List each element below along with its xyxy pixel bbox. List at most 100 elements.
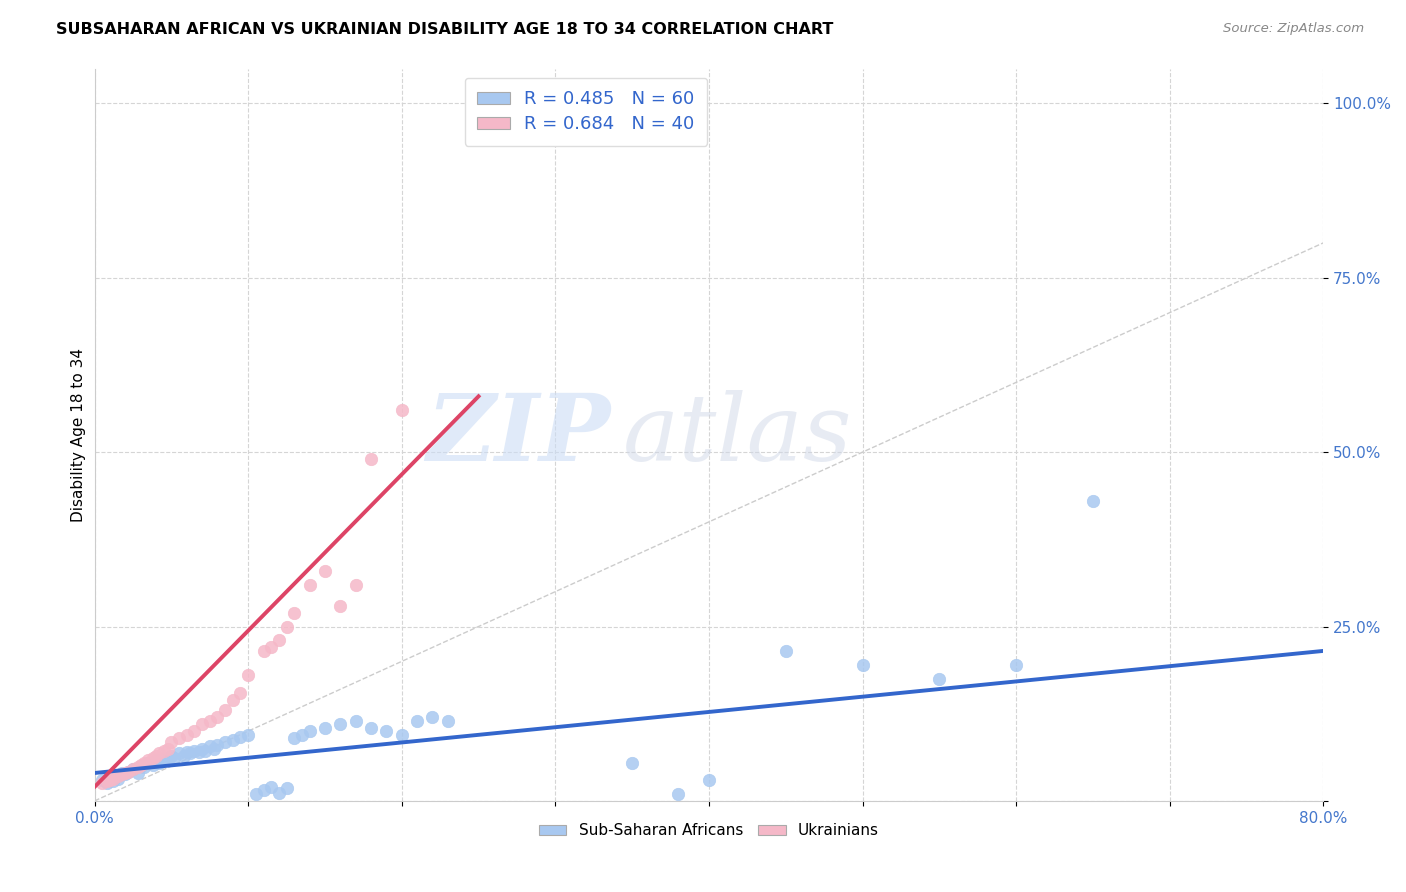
Point: [91, 776, 114, 790]
Point: [437, 714, 460, 728]
Point: [142, 757, 165, 772]
Text: Source: ZipAtlas.com: Source: ZipAtlas.com: [1223, 22, 1364, 36]
Point: [152, 744, 174, 758]
Point: [111, 766, 134, 780]
Point: [214, 703, 236, 717]
Point: [928, 672, 950, 686]
Point: [198, 714, 221, 728]
Point: [136, 753, 159, 767]
Point: [252, 783, 274, 797]
Point: [252, 644, 274, 658]
Text: ZIP: ZIP: [426, 390, 610, 480]
Point: [222, 692, 245, 706]
Point: [198, 739, 221, 754]
Point: [107, 772, 129, 786]
Point: [98, 769, 121, 783]
Point: [191, 717, 214, 731]
Point: [202, 741, 225, 756]
Point: [214, 734, 236, 748]
Point: [157, 753, 180, 767]
Point: [267, 785, 290, 799]
Point: [775, 644, 797, 658]
Point: [329, 599, 352, 613]
Point: [148, 747, 170, 761]
Point: [391, 728, 413, 742]
Point: [298, 724, 321, 739]
Point: [114, 766, 136, 780]
Point: [132, 756, 155, 770]
Point: [391, 403, 413, 417]
Point: [314, 564, 336, 578]
Point: [276, 781, 298, 796]
Point: [360, 452, 382, 467]
Point: [329, 717, 352, 731]
Point: [207, 738, 229, 752]
Point: [129, 759, 152, 773]
Point: [697, 772, 720, 787]
Point: [276, 619, 298, 633]
Point: [194, 744, 217, 758]
Point: [344, 577, 367, 591]
Point: [167, 731, 190, 745]
Point: [127, 766, 149, 780]
Point: [344, 714, 367, 728]
Point: [132, 760, 155, 774]
Point: [117, 764, 139, 779]
Point: [101, 774, 124, 789]
Point: [283, 731, 305, 745]
Point: [621, 756, 644, 770]
Point: [183, 744, 205, 758]
Point: [96, 774, 118, 789]
Point: [173, 748, 195, 763]
Point: [183, 724, 205, 739]
Point: [122, 763, 145, 777]
Point: [167, 747, 190, 761]
Point: [160, 748, 183, 763]
Point: [260, 640, 283, 655]
Y-axis label: Disability Age 18 to 34: Disability Age 18 to 34: [72, 348, 86, 522]
Point: [145, 753, 167, 767]
Point: [229, 730, 252, 744]
Point: [1005, 657, 1028, 672]
Point: [360, 721, 382, 735]
Point: [176, 728, 198, 742]
Point: [107, 769, 129, 783]
Point: [238, 668, 260, 682]
Point: [160, 734, 183, 748]
Point: [129, 757, 152, 772]
Point: [176, 745, 198, 759]
Point: [298, 577, 321, 591]
Point: [188, 745, 211, 759]
Point: [406, 714, 429, 728]
Point: [222, 732, 245, 747]
Point: [283, 606, 305, 620]
Point: [114, 767, 136, 781]
Point: [152, 752, 174, 766]
Point: [666, 787, 689, 801]
Point: [238, 728, 260, 742]
Point: [314, 721, 336, 735]
Point: [851, 657, 873, 672]
Legend: Sub-Saharan Africans, Ukrainians: Sub-Saharan Africans, Ukrainians: [533, 817, 886, 845]
Point: [245, 787, 267, 801]
Point: [127, 760, 149, 774]
Text: atlas: atlas: [623, 390, 852, 480]
Point: [145, 748, 167, 763]
Point: [157, 741, 180, 756]
Point: [207, 710, 229, 724]
Point: [375, 724, 398, 739]
Point: [91, 772, 114, 787]
Point: [96, 776, 118, 790]
Point: [1081, 494, 1104, 508]
Point: [101, 772, 124, 786]
Point: [229, 686, 252, 700]
Point: [163, 750, 186, 764]
Point: [142, 750, 165, 764]
Point: [291, 728, 314, 742]
Point: [148, 756, 170, 770]
Point: [260, 780, 283, 794]
Point: [422, 710, 444, 724]
Point: [117, 764, 139, 779]
Point: [267, 633, 290, 648]
Point: [111, 767, 134, 781]
